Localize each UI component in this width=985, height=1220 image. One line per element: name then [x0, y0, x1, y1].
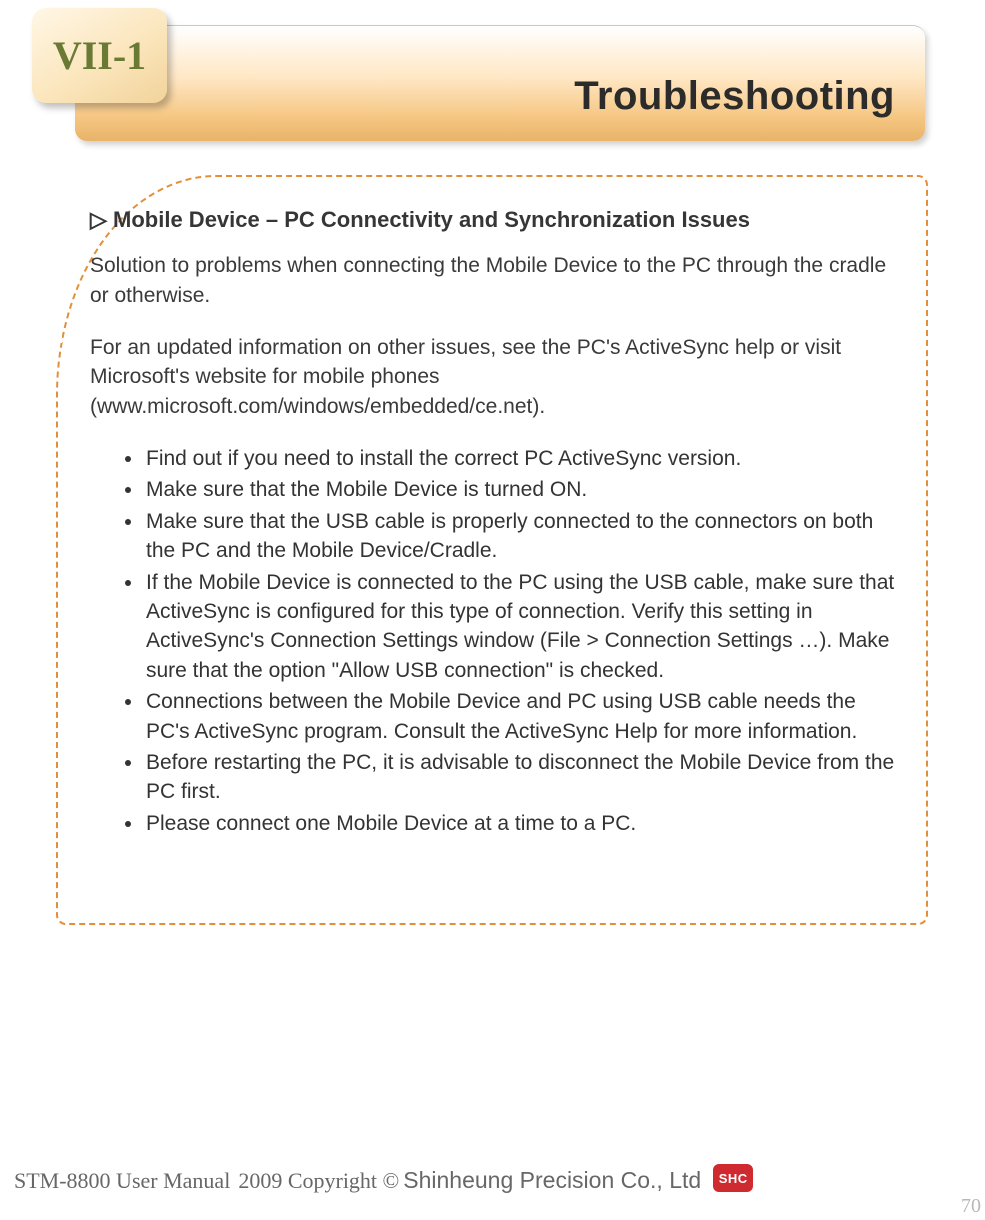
list-item: Make sure that the USB cable is properly… [144, 507, 900, 566]
footer: STM-8800 User Manual 2009 Copyright © Sh… [14, 1148, 985, 1194]
footer-company: Shinheung Precision Co., Ltd [403, 1167, 701, 1194]
chapter-tab: VII-1 [32, 8, 167, 103]
intro-paragraph-2: For an updated information on other issu… [90, 333, 900, 422]
page-number: 70 [961, 1195, 981, 1218]
header-banner: Troubleshooting [75, 25, 925, 141]
list-item: Find out if you need to install the corr… [144, 444, 900, 473]
list-item: Before restarting the PC, it is advisabl… [144, 748, 900, 807]
page-title: Troubleshooting [574, 74, 895, 119]
content-box: ▷ Mobile Device – PC Connectivity and Sy… [56, 175, 928, 925]
section-heading: ▷ Mobile Device – PC Connectivity and Sy… [90, 207, 900, 233]
footer-copyright: 2009 Copyright © [238, 1168, 399, 1194]
footer-manual-title: STM-8800 User Manual [14, 1168, 230, 1194]
list-item: If the Mobile Device is connected to the… [144, 568, 900, 686]
chapter-label: VII-1 [53, 32, 146, 79]
company-logo-icon: SHC [713, 1164, 753, 1192]
list-item: Make sure that the Mobile Device is turn… [144, 475, 900, 504]
intro-paragraph-1: Solution to problems when connecting the… [90, 251, 900, 311]
list-item: Connections between the Mobile Device an… [144, 687, 900, 746]
bullet-list: Find out if you need to install the corr… [90, 444, 900, 838]
list-item: Please connect one Mobile Device at a ti… [144, 809, 900, 838]
